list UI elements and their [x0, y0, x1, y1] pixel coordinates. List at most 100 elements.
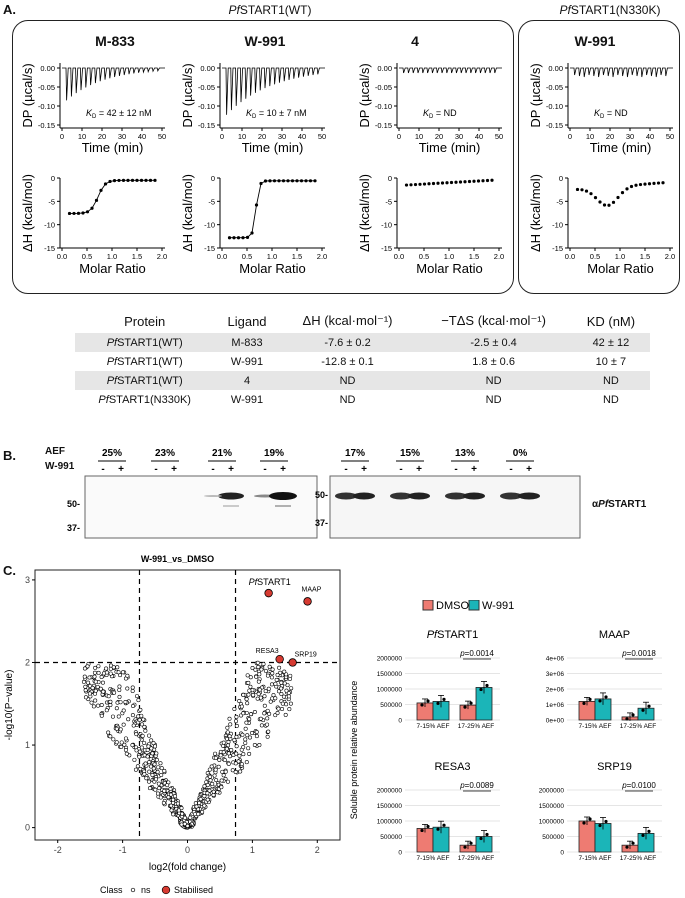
- time-tick-label: 30: [278, 132, 286, 141]
- legend-dmso: DMSO: [436, 600, 469, 612]
- itc-point: [463, 180, 467, 184]
- ns-point: [130, 743, 135, 748]
- bar-y-tick-label: 1000000: [377, 819, 403, 826]
- itc-point: [94, 198, 99, 202]
- ns-point: [117, 684, 122, 689]
- ns-point: [135, 694, 140, 699]
- ns-point: [98, 686, 103, 691]
- ns-point: [87, 691, 92, 696]
- ns-point: [165, 783, 170, 788]
- time-tick-label: 10: [415, 132, 423, 141]
- ligand-title-3: 4: [411, 33, 419, 49]
- dp-xlabel: Time (min): [419, 140, 481, 155]
- dp-tick-label: 0.00: [377, 64, 392, 73]
- itc-point: [458, 180, 463, 184]
- ns-point: [225, 730, 230, 735]
- col-dh: ΔH (kcal·mol⁻¹): [302, 313, 393, 328]
- ns-point: [226, 761, 231, 766]
- panel-c-letter: C.: [3, 563, 16, 578]
- ns-point: [171, 797, 176, 802]
- legend-w991: W-991: [482, 600, 514, 612]
- ns-point: [233, 770, 238, 775]
- blot-band: [269, 492, 297, 500]
- itc-point: [286, 179, 290, 183]
- volcano-xlabel: log2(fold change): [149, 862, 226, 873]
- mutant-header: PfSTART1(N330K): [559, 3, 661, 17]
- bar-y-tick-label: 1500000: [377, 803, 403, 810]
- ns-point: [118, 700, 123, 705]
- time-tick-label: 30: [626, 132, 634, 141]
- itc-point: [112, 179, 117, 183]
- plus-label: +: [228, 464, 234, 475]
- itc-point: [121, 178, 126, 182]
- ns-point: [155, 791, 160, 796]
- dh-tick-label: -10: [381, 221, 392, 230]
- ns-point: [219, 785, 224, 790]
- stabilised-point: [275, 654, 284, 664]
- ns-point: [246, 680, 251, 685]
- replicate-point: [625, 717, 629, 721]
- itc-point: [295, 179, 299, 183]
- itc-point: [259, 181, 263, 186]
- mw-marker: 50-: [67, 499, 80, 509]
- blot-band: [204, 495, 222, 497]
- ratio-tick-label: 2.0: [665, 252, 675, 261]
- ns-point: [243, 737, 248, 742]
- ns-point: [254, 730, 259, 735]
- plus-label: +: [526, 464, 532, 475]
- time-tick-label: 30: [118, 132, 126, 141]
- ns-point: [233, 719, 238, 724]
- ns-point: [262, 694, 267, 699]
- ns-point: [114, 740, 119, 745]
- time-tick-label: 40: [646, 132, 654, 141]
- replicate-point: [588, 697, 592, 701]
- ns-point: [222, 757, 227, 762]
- time-tick-label: 10: [78, 132, 86, 141]
- dp-tick-label: -0.05: [198, 83, 215, 92]
- dh-tick-label: -15: [204, 244, 215, 253]
- ns-point: [86, 680, 91, 685]
- dp-tick-label: -0.05: [546, 83, 563, 92]
- bar-y-tick-label: 4e+06: [546, 656, 565, 663]
- minus-label: -: [101, 464, 104, 475]
- dp-tick-label: -0.05: [38, 83, 55, 92]
- time-tick-label: 10: [586, 132, 594, 141]
- ns-point: [205, 783, 210, 788]
- dh-tick-label: -15: [552, 244, 563, 253]
- p-value: p=0.0100: [621, 781, 656, 790]
- aef-value: 25%: [102, 448, 122, 459]
- itc-point: [281, 179, 286, 183]
- itc-point: [272, 179, 277, 183]
- ns-point: [151, 741, 156, 746]
- ns-point: [284, 702, 289, 707]
- minus-label: -: [399, 464, 402, 475]
- ratio-tick-label: 0.5: [82, 252, 92, 261]
- legend-ns: ns: [141, 885, 151, 895]
- ratio-tick-label: 0.0: [217, 252, 227, 261]
- ns-point: [166, 795, 171, 800]
- itc-point: [490, 178, 494, 182]
- ns-point: [90, 685, 95, 690]
- ns-point: [247, 717, 252, 722]
- blot-band: [218, 492, 244, 500]
- dh-ylabel: ΔH (kcal/mol): [357, 174, 372, 252]
- dh-tick-label: 0: [51, 174, 55, 183]
- wt-itc-box: [12, 20, 514, 294]
- kd-annotation: KD = ND: [423, 108, 457, 120]
- blot-right: [329, 475, 581, 539]
- ns-point: [275, 672, 280, 677]
- ns-point: [280, 706, 285, 711]
- bar-y-tick-label: 1000000: [539, 819, 565, 826]
- col-ligand: Ligand: [227, 313, 267, 329]
- time-tick-label: 50: [318, 132, 326, 141]
- group-label: 17-25% AEF: [458, 723, 495, 730]
- dp-trace: [570, 67, 673, 78]
- ns-point: [221, 773, 226, 778]
- dh-tick-label: -15: [381, 244, 392, 253]
- plus-label: +: [280, 464, 286, 475]
- ns-point: [137, 717, 142, 722]
- dp-tick-label: -0.10: [375, 102, 392, 111]
- ns-point: [263, 689, 268, 694]
- bar-y-tick-label: 2000000: [377, 656, 403, 663]
